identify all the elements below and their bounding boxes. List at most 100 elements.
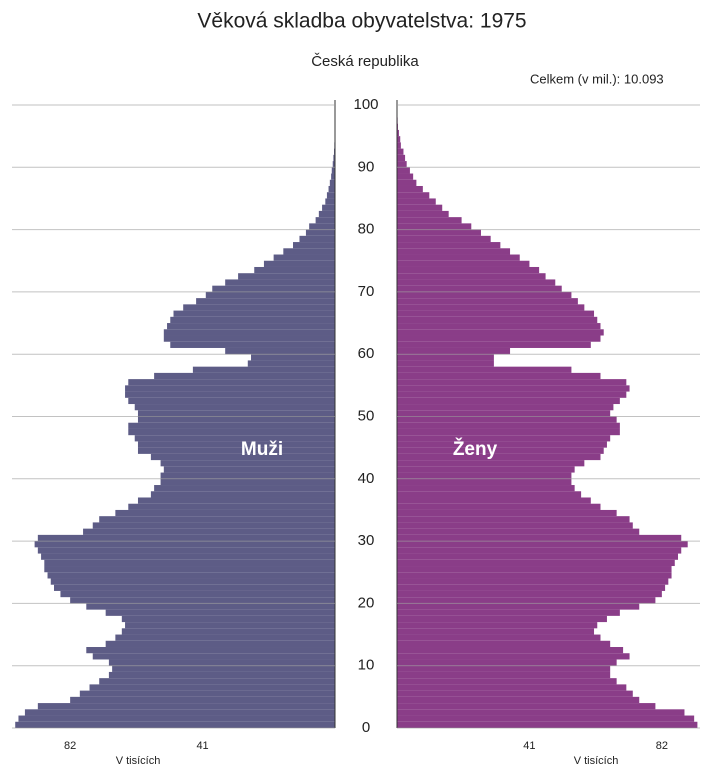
bar — [134, 435, 335, 442]
bar — [397, 503, 601, 510]
bar — [397, 366, 572, 373]
bar — [247, 360, 335, 367]
bar — [397, 528, 640, 535]
bar — [397, 129, 399, 137]
bar — [89, 684, 336, 691]
bar — [150, 453, 335, 461]
bar — [86, 603, 335, 610]
bar — [137, 497, 335, 504]
bar — [397, 347, 511, 355]
bar — [397, 653, 630, 660]
bar — [397, 316, 598, 324]
bar — [397, 422, 620, 429]
bar — [397, 148, 404, 155]
bar — [397, 441, 607, 448]
bar — [397, 254, 520, 261]
bar — [60, 590, 335, 598]
bar — [397, 522, 633, 529]
bar — [225, 279, 335, 286]
bar — [137, 416, 335, 423]
bar — [331, 173, 335, 180]
bar — [397, 665, 611, 672]
bar — [212, 285, 335, 292]
bar — [397, 192, 430, 199]
bar — [397, 640, 611, 648]
bar — [44, 559, 336, 567]
bar — [397, 516, 630, 523]
bar — [397, 154, 406, 162]
bar — [397, 684, 627, 691]
series-label: Muži — [241, 439, 283, 460]
bar — [397, 385, 630, 392]
chart-subtitle: Česká republika — [311, 53, 419, 70]
x-tick-label: 82 — [656, 740, 668, 752]
bar — [105, 609, 335, 616]
bar — [397, 360, 494, 367]
bar — [397, 497, 591, 504]
bar — [225, 347, 335, 355]
bar — [397, 622, 598, 629]
bar — [397, 391, 627, 398]
bar — [397, 242, 501, 249]
bar — [397, 534, 682, 542]
bar — [397, 210, 449, 218]
bar — [121, 615, 335, 623]
bar — [318, 210, 335, 218]
bar — [397, 578, 669, 585]
bar — [397, 223, 472, 230]
bar — [397, 379, 627, 386]
bar — [397, 509, 617, 517]
bar — [397, 615, 607, 623]
bar — [163, 466, 335, 473]
bar — [173, 310, 335, 317]
bar — [329, 179, 335, 186]
bar — [397, 185, 423, 193]
bar — [99, 516, 336, 523]
bar — [397, 404, 614, 411]
y-tick-label: 90 — [358, 158, 375, 175]
bar — [34, 541, 336, 548]
bar — [332, 161, 335, 168]
bar — [397, 198, 436, 205]
bar — [50, 578, 335, 585]
y-tick-label: 70 — [358, 283, 375, 300]
y-tick-label: 60 — [358, 345, 375, 362]
bar — [24, 709, 335, 716]
bar — [397, 161, 407, 168]
bar — [108, 671, 336, 679]
bar — [163, 335, 335, 342]
bar — [397, 291, 572, 299]
bar — [44, 566, 336, 573]
bar — [128, 503, 335, 510]
bar — [192, 366, 335, 373]
bar — [397, 260, 530, 267]
bar — [397, 329, 604, 336]
bar — [397, 559, 675, 567]
bar — [397, 341, 591, 348]
x-axis-label: V tisících — [116, 755, 161, 767]
bar — [397, 553, 679, 560]
total-label: Celkem (v mil.): 10.093 — [530, 71, 664, 86]
bar — [397, 453, 601, 461]
bar — [397, 248, 511, 255]
bar — [160, 478, 335, 486]
bar — [37, 534, 336, 542]
bar — [196, 298, 335, 305]
bar — [325, 198, 335, 205]
bar — [326, 192, 335, 199]
bar — [397, 584, 666, 591]
bar — [397, 566, 672, 573]
bar — [397, 142, 401, 149]
bar — [125, 385, 335, 392]
bar — [397, 721, 698, 728]
bar — [128, 422, 335, 429]
y-tick-label: 80 — [358, 221, 375, 238]
bar — [309, 223, 335, 230]
bar — [397, 410, 611, 417]
bar — [397, 235, 491, 243]
bar — [263, 260, 335, 267]
bar — [397, 416, 617, 423]
x-tick-label: 41 — [523, 740, 535, 752]
bar — [397, 310, 595, 317]
